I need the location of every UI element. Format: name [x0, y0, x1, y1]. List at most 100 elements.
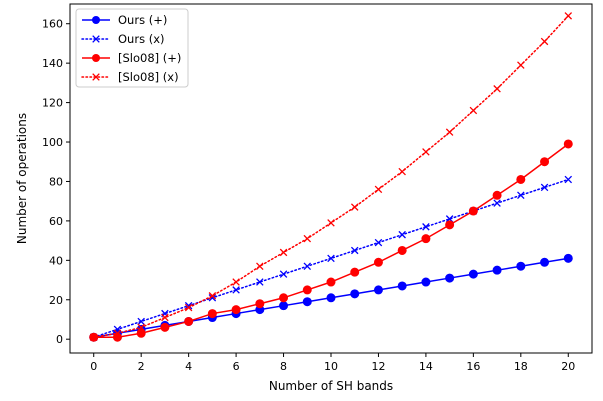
data-point-s3-13 — [397, 245, 407, 255]
data-point-s3-15 — [445, 220, 455, 230]
data-point-s2-6 — [232, 286, 240, 294]
legend-marker-4 — [92, 73, 100, 81]
data-point-s4-17 — [493, 85, 501, 93]
data-point-s4-14 — [422, 148, 430, 156]
legend-label-3: [Slo08] (+) — [118, 51, 181, 65]
data-point-s4-0 — [89, 333, 98, 341]
data-point-s1-14 — [421, 277, 431, 287]
x-tick-label-8: 8 — [280, 360, 287, 373]
data-point-s4-7 — [256, 262, 264, 271]
data-point-s1-12 — [373, 285, 383, 295]
data-point-s1-19 — [540, 257, 550, 267]
data-point-s3-3 — [160, 322, 170, 332]
data-point-s3-18 — [516, 174, 526, 184]
data-point-s2-19 — [540, 183, 549, 192]
data-point-s3-17 — [492, 190, 502, 200]
y-tick-label-80: 80 — [49, 175, 63, 188]
legend-marker-3 — [92, 54, 100, 62]
data-point-s4-19 — [540, 37, 549, 46]
x-tick-label-4: 4 — [185, 360, 192, 373]
x-tick-label-18: 18 — [514, 360, 528, 373]
data-point-s2-12 — [374, 238, 383, 247]
series-layer — [89, 12, 573, 342]
data-point-s3-4 — [184, 316, 194, 326]
x-tick-label-16: 16 — [466, 360, 480, 373]
y-tick-label-0: 0 — [56, 333, 63, 346]
data-point-s4-3 — [161, 313, 169, 322]
y-tick-label-40: 40 — [49, 254, 63, 267]
y-tick-label-60: 60 — [49, 215, 63, 228]
data-point-s4-5 — [208, 292, 217, 300]
legend-box — [75, 8, 189, 88]
data-point-s3-10 — [326, 277, 336, 287]
data-point-s2-11 — [350, 246, 359, 255]
data-point-s3-8 — [279, 293, 289, 303]
data-point-s1-9 — [302, 297, 312, 307]
data-point-s2-7 — [256, 278, 264, 286]
data-point-s2-9 — [303, 262, 312, 271]
data-point-s1-11 — [350, 289, 360, 299]
legend-marker-1 — [92, 16, 100, 24]
data-point-s4-6 — [232, 278, 240, 286]
legend-marker-2 — [92, 35, 100, 43]
x-tick-label-20: 20 — [561, 360, 575, 373]
legend-label-4: [Slo08] (x) — [118, 70, 179, 84]
data-point-s2-13 — [398, 230, 406, 239]
data-point-s1-20 — [563, 253, 573, 263]
data-point-s1-13 — [397, 281, 407, 291]
data-point-s3-16 — [468, 206, 478, 216]
x-axis-label: Number of SH bands — [269, 379, 393, 393]
data-point-s1-10 — [326, 293, 336, 303]
legend: Ours (+) Ours (x) [Slo08] (+) [Slo08] (x) — [75, 8, 189, 88]
y-tick-label-120: 120 — [42, 97, 63, 110]
data-point-s3-2 — [136, 328, 146, 338]
data-point-s4-20 — [564, 12, 573, 20]
data-point-s4-10 — [327, 219, 335, 227]
legend-label-2: Ours (x) — [118, 32, 165, 46]
data-point-s2-2 — [137, 317, 145, 326]
data-point-s3-14 — [421, 234, 431, 244]
y-tick-label-100: 100 — [42, 136, 63, 149]
data-point-s4-12 — [374, 185, 383, 194]
data-point-s3-12 — [373, 257, 383, 267]
x-tick-label-0: 0 — [90, 360, 97, 373]
x-tick-label-6: 6 — [233, 360, 240, 373]
data-point-s1-8 — [279, 301, 289, 311]
data-point-s3-9 — [302, 285, 312, 295]
data-point-s4-2 — [137, 323, 145, 332]
data-point-s2-17 — [493, 199, 501, 207]
y-tick-label-20: 20 — [49, 294, 63, 307]
legend-label-1: Ours (+) — [118, 13, 167, 27]
y-axis-label: Number of operations — [15, 113, 29, 244]
data-point-s4-11 — [350, 203, 359, 211]
y-tick-label-140: 140 — [42, 57, 63, 70]
data-point-s2-10 — [327, 254, 335, 263]
data-point-s3-7 — [255, 299, 265, 309]
data-point-s3-5 — [207, 309, 217, 319]
data-point-s2-18 — [517, 191, 525, 200]
data-point-s3-20 — [563, 139, 573, 149]
data-point-s4-16 — [469, 106, 478, 115]
data-point-s2-8 — [279, 270, 288, 278]
data-point-s4-18 — [517, 61, 525, 69]
data-point-s4-4 — [184, 303, 193, 312]
data-point-s4-15 — [445, 128, 454, 136]
axes-layer: 0 2 4 6 8 10 12 14 16 18 20 0 20 40 60 80 100 120 140 160 — [42, 3, 593, 373]
data-point-s2-14 — [422, 223, 430, 231]
data-point-s3-19 — [540, 157, 550, 167]
data-point-s4-1 — [113, 329, 122, 338]
x-tick-label-12: 12 — [371, 360, 385, 373]
data-point-s1-16 — [468, 269, 478, 279]
data-point-s4-8 — [279, 248, 288, 257]
data-point-s4-13 — [398, 167, 406, 176]
data-point-s2-5 — [208, 294, 217, 302]
data-point-s3-6 — [231, 305, 241, 315]
data-point-s1-15 — [445, 273, 455, 283]
data-point-s2-20 — [564, 175, 573, 184]
data-point-s3-11 — [350, 267, 360, 277]
x-tick-label-14: 14 — [419, 360, 433, 373]
data-point-s4-9 — [303, 234, 312, 243]
data-point-s1-17 — [492, 265, 502, 275]
y-tick-label-160: 160 — [42, 18, 63, 31]
